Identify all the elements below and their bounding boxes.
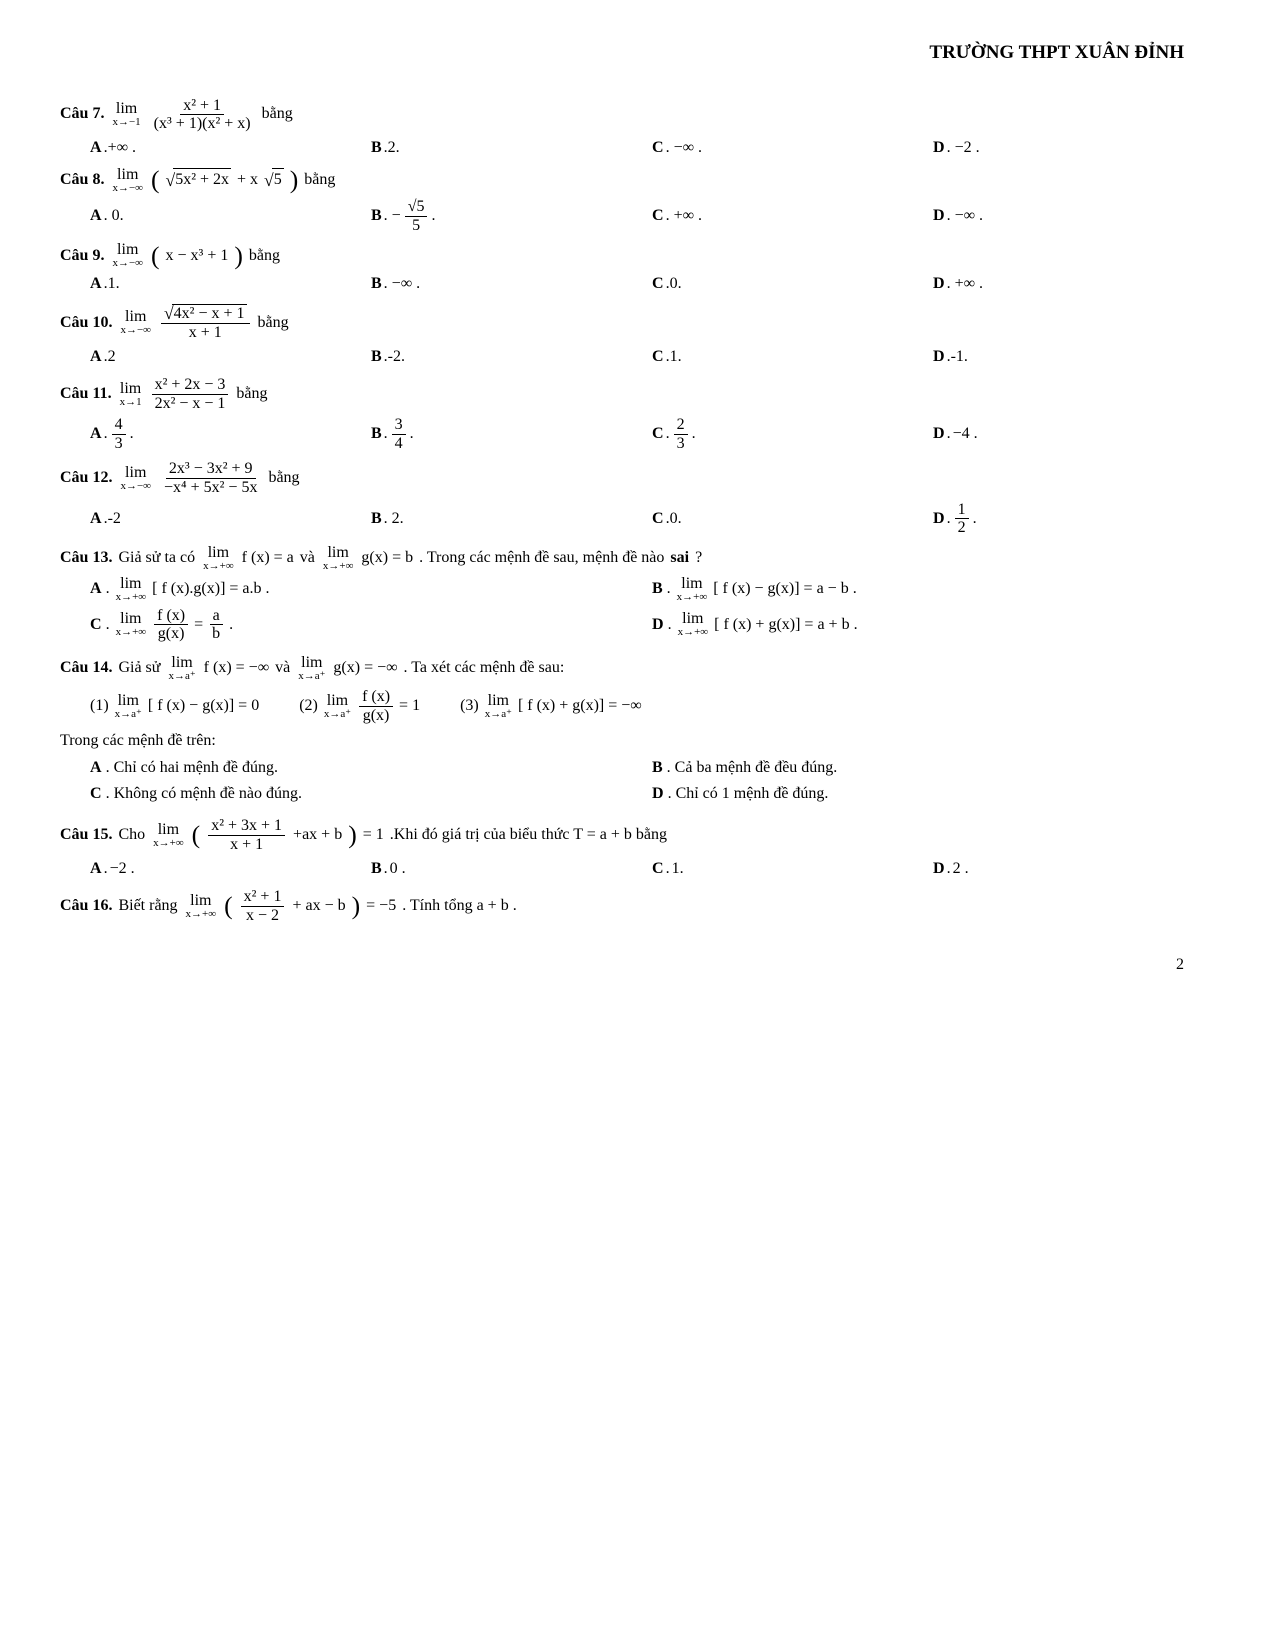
q13-label: Câu 13.: [60, 547, 112, 569]
q15-opt-b: B. 0 .: [371, 858, 652, 880]
q9-bang: bằng: [249, 245, 280, 267]
question-12: Câu 12. limx→−∞ 2x³ − 3x² + 9 −x⁴ + 5x² …: [60, 460, 1214, 536]
q11-bang: bằng: [236, 383, 267, 405]
q7-opt-d: D. −2 .: [933, 137, 1214, 159]
q8-label: Câu 8.: [60, 169, 104, 191]
q14-opt-a: A. Chỉ có hai mệnh đề đúng.: [90, 757, 652, 779]
q12-opt-c: C.0.: [652, 501, 933, 537]
q10-opt-c: C.1.: [652, 346, 933, 368]
q9-opt-d: D. +∞ .: [933, 273, 1214, 295]
q7-frac: x² + 1 (x³ + 1)(x² + x): [151, 97, 254, 133]
q7-opt-c: C. −∞ .: [652, 137, 933, 159]
q14-opt-b: B. Cả ba mệnh đề đều đúng.: [652, 757, 1214, 779]
q9-opt-c: C.0.: [652, 273, 933, 295]
q8-opt-d: D. −∞ .: [933, 198, 1214, 234]
q14-stmt-1: (1) limx→a⁺ [ f (x) − g(x)] = 0: [90, 688, 259, 724]
question-11: Câu 11. limx→1 x² + 2x − 3 2x² − x − 1 b…: [60, 376, 1214, 452]
q10-opt-b: B.-2.: [371, 346, 652, 368]
q11-opt-d: D. −4 .: [933, 416, 1214, 452]
q12-opt-d: D. 12.: [933, 501, 1214, 537]
q10-lim: limx→−∞: [120, 309, 151, 336]
q11-frac: x² + 2x − 3 2x² − x − 1: [152, 376, 229, 412]
q11-lim: limx→1: [120, 381, 142, 408]
q13-opt-a: A. limx→+∞ [ f (x).g(x)] = a.b .: [90, 576, 652, 603]
question-14: Câu 14. Giả sử limx→a⁺ f (x) = −∞ và lim…: [60, 655, 1214, 809]
q12-label: Câu 12.: [60, 467, 112, 489]
q8-opt-a: A. 0.: [90, 198, 371, 234]
q8-bang: bằng: [304, 169, 335, 191]
q9-opt-a: A.1.: [90, 273, 371, 295]
q13-opt-d: D. limx→+∞ [ f (x) + g(x)] = a + b .: [652, 607, 1214, 643]
q11-opt-c: C. 23.: [652, 416, 933, 452]
q14-label: Câu 14.: [60, 657, 112, 679]
q15-opt-d: D. 2 .: [933, 858, 1214, 880]
q14-opt-d: D. Chỉ có 1 mệnh đề đúng.: [652, 783, 1214, 805]
q11-opt-b: B. 34.: [371, 416, 652, 452]
q10-bang: bằng: [258, 312, 289, 334]
q7-lim: limx→−1: [112, 101, 140, 128]
q12-opt-b: B. 2.: [371, 501, 652, 537]
q14-stmt-3: (3) limx→a⁺ [ f (x) + g(x)] = −∞: [460, 688, 642, 724]
question-16: Câu 16. Biết rằng limx→+∞ ( x² + 1x − 2 …: [60, 888, 1214, 924]
q15-opt-c: C. 1.: [652, 858, 933, 880]
q11-label: Câu 11.: [60, 383, 112, 405]
q15-label: Câu 15.: [60, 824, 112, 846]
q14-opt-c: C. Không có mệnh đề nào đúng.: [90, 783, 652, 805]
q7-bang: bằng: [262, 103, 293, 125]
q7-opt-b: B.2.: [371, 137, 652, 159]
page-header: TRƯỜNG THPT XUÂN ĐỈNH: [60, 40, 1214, 67]
q12-frac: 2x³ − 3x² + 9 −x⁴ + 5x² − 5x: [161, 460, 260, 496]
q13-opt-c: C. limx→+∞ f (x)g(x) = ab .: [90, 607, 652, 643]
q10-opt-d: D.-1.: [933, 346, 1214, 368]
q9-lim: limx→−∞: [112, 242, 143, 269]
q9-label: Câu 9.: [60, 245, 104, 267]
question-15: Câu 15. Cho limx→+∞ ( x² + 3x + 1x + 1 +…: [60, 817, 1214, 880]
q13-opt-b: B. limx→+∞ [ f (x) − g(x)] = a − b .: [652, 576, 1214, 603]
page-number: 2: [60, 954, 1214, 976]
q10-frac: 4x² − x + 1 x + 1: [161, 304, 250, 342]
q8-opt-b: B. − √55.: [371, 198, 652, 234]
question-8: Câu 8. limx→−∞ ( 5x² + 2x + x5 ) bằng A.…: [60, 167, 1214, 234]
q11-opt-a: A. 43.: [90, 416, 371, 452]
q8-sqrt: 5x² + 2x: [166, 168, 231, 193]
q12-opt-a: A.-2: [90, 501, 371, 537]
q10-label: Câu 10.: [60, 312, 112, 334]
q7-opt-a: A.+∞ .: [90, 137, 371, 159]
q7-label: Câu 7.: [60, 103, 104, 125]
q9-opt-b: B. −∞ .: [371, 273, 652, 295]
question-9: Câu 9. limx→−∞ (x − x³ + 1) bằng A.1. B.…: [60, 242, 1214, 295]
q14-stmt-2: (2) limx→a⁺ f (x)g(x) = 1: [299, 688, 420, 724]
q12-lim: limx→−∞: [120, 465, 151, 492]
q8-opt-c: C. +∞ .: [652, 198, 933, 234]
question-10: Câu 10. limx→−∞ 4x² − x + 1 x + 1 bằng A…: [60, 304, 1214, 368]
q15-opt-a: A. −2 .: [90, 858, 371, 880]
q12-bang: bằng: [268, 467, 299, 489]
q10-opt-a: A.2: [90, 346, 371, 368]
question-13: Câu 13. Giả sử ta có limx→+∞ f (x) = a v…: [60, 545, 1214, 647]
question-7: Câu 7. limx→−1 x² + 1 (x³ + 1)(x² + x) b…: [60, 97, 1214, 160]
q8-lim: limx→−∞: [112, 167, 143, 194]
q14-stmt-line: Trong các mệnh đề trên:: [60, 730, 1214, 752]
q16-label: Câu 16.: [60, 895, 112, 917]
